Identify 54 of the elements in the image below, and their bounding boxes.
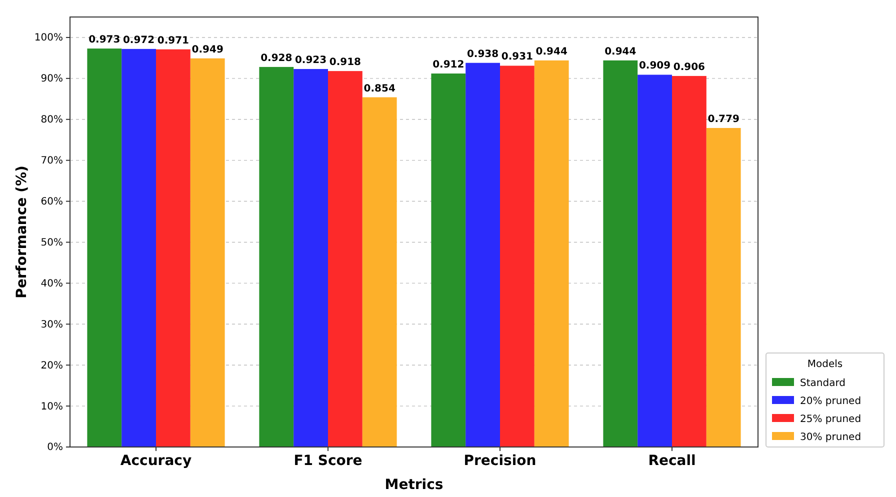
data-label: 0.944 [536, 46, 568, 58]
bar [156, 49, 190, 447]
x-tick-label: F1 Score [294, 453, 362, 469]
bar [122, 48, 156, 447]
data-label: 0.938 [466, 48, 499, 60]
legend-label: 25% pruned [800, 414, 862, 425]
y-tick-label: 90% [40, 74, 63, 85]
data-label: 0.972 [122, 34, 155, 46]
data-label: 0.854 [364, 83, 396, 94]
legend-label: Standard [800, 378, 846, 389]
data-label: 0.973 [88, 34, 120, 46]
data-label: 0.909 [638, 60, 671, 72]
y-tick-label: 80% [40, 114, 63, 126]
bar [431, 74, 466, 447]
x-tick-label: Recall [648, 453, 696, 469]
legend-label: 30% pruned [800, 432, 862, 443]
data-label: 0.971 [157, 35, 190, 46]
x-tick-label: Precision [464, 453, 536, 469]
data-label: 0.923 [294, 55, 327, 66]
data-label: 0.912 [432, 60, 464, 71]
data-label: 0.944 [604, 46, 636, 58]
legend-label: 20% pruned [800, 396, 862, 407]
y-tick-label: 60% [40, 196, 63, 208]
bar [706, 128, 741, 447]
bar [638, 74, 672, 447]
y-tick-label: 100% [34, 32, 63, 44]
bar [500, 66, 534, 447]
y-tick-label: 10% [40, 401, 63, 412]
y-tick-label: 50% [40, 237, 63, 248]
bar [466, 62, 500, 447]
data-label: 0.918 [329, 57, 362, 68]
x-axis-title: Metrics [384, 477, 444, 493]
y-tick-label: 20% [40, 360, 63, 372]
bar [362, 97, 397, 447]
y-tick-label: 30% [40, 319, 63, 330]
bar [534, 60, 569, 447]
y-tick-label: 0% [47, 442, 63, 454]
data-label: 0.779 [708, 114, 740, 125]
y-tick-label: 40% [40, 278, 63, 290]
bar [603, 60, 638, 447]
bar [328, 71, 362, 447]
data-label: 0.928 [260, 52, 292, 64]
data-label: 0.906 [673, 62, 706, 73]
y-axis-title: Performance (%) [14, 166, 30, 298]
bar [294, 69, 328, 447]
bar [190, 58, 225, 447]
data-label: 0.931 [501, 52, 534, 63]
legend-title: Models [807, 359, 843, 370]
x-tick-label: Accuracy [120, 453, 192, 469]
bar [672, 76, 706, 447]
data-label: 0.949 [192, 44, 224, 56]
y-tick-label: 70% [40, 156, 63, 167]
bar [87, 48, 122, 447]
bar [259, 66, 294, 447]
